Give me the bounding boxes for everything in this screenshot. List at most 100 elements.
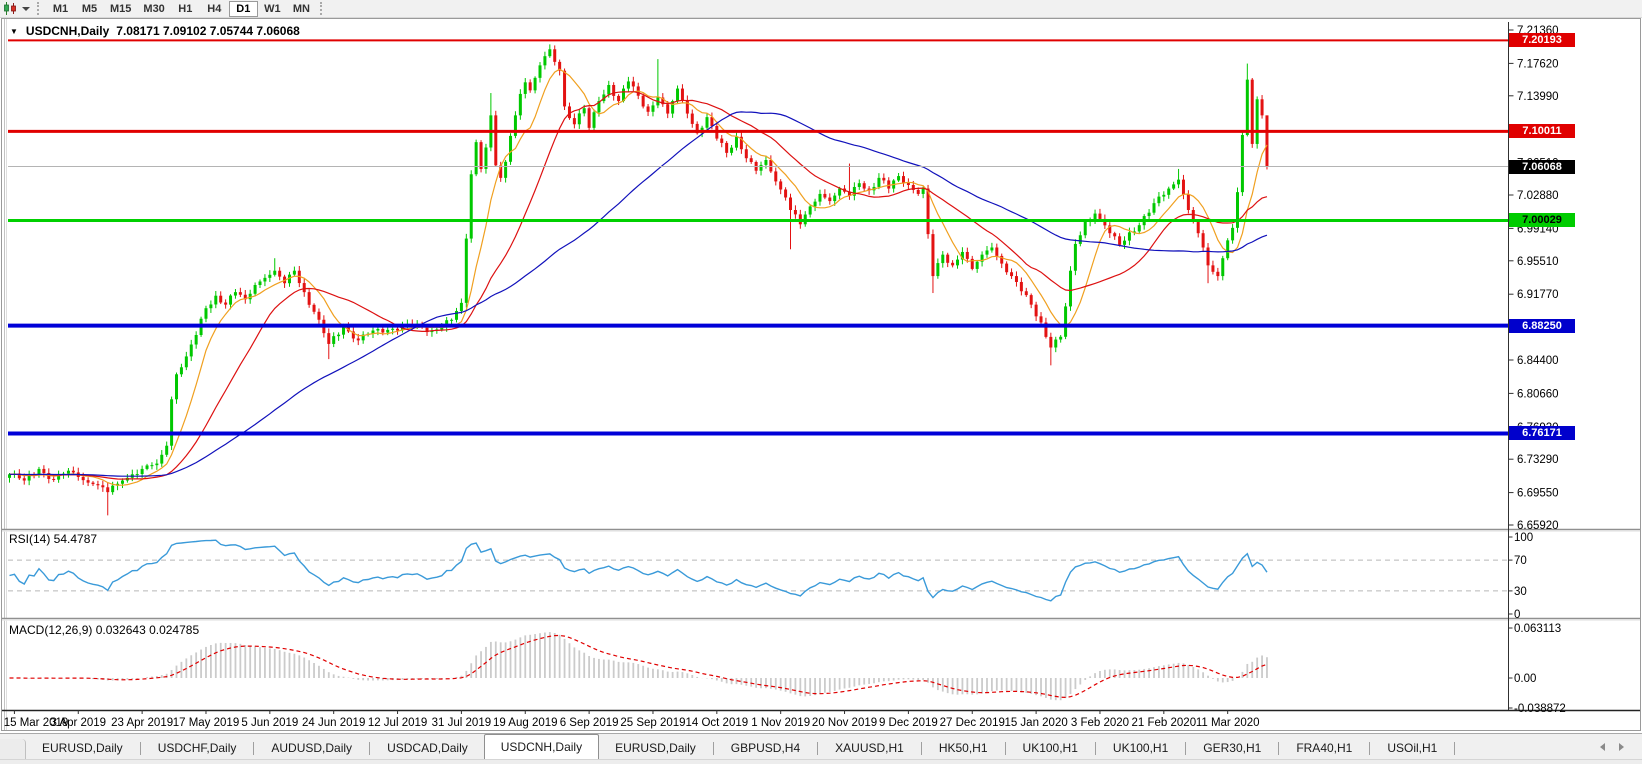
chart-tab-eurusd-daily[interactable]: EURUSD,Daily	[42, 741, 123, 755]
chart-tab-eurusd-daily[interactable]: EURUSD,Daily	[615, 741, 696, 755]
svg-text:11 Mar 2020: 11 Mar 2020	[1196, 717, 1260, 729]
tab-divider	[253, 742, 255, 755]
svg-text:15 Jan 2020: 15 Jan 2020	[1004, 717, 1067, 729]
chart-type-button[interactable]	[0, 1, 33, 17]
tab-divider	[1004, 742, 1006, 755]
tab-divider	[1278, 742, 1280, 755]
horizontal-price-lines	[8, 39, 1509, 436]
svg-text:6.95510: 6.95510	[1517, 256, 1559, 268]
chart-tab-usoil-h1[interactable]: USOil,H1	[1387, 741, 1438, 755]
chart-tab-audusd-daily[interactable]: AUDUSD,Daily	[271, 741, 353, 755]
tab-divider	[817, 742, 819, 755]
svg-text:6 Sep 2019: 6 Sep 2019	[560, 717, 619, 729]
tab-scroll-left-icon[interactable]	[1600, 743, 1605, 751]
timeframe-buttons: M1 M5 M15 M30 H1 H4 D1 W1 MN	[46, 0, 316, 17]
price-badge-6.76171: 6.76171	[1509, 426, 1575, 441]
chart-tab-uk100-h1[interactable]: UK100,H1	[1022, 741, 1078, 755]
tab-divider	[712, 742, 714, 755]
chart-tab-usdcnh-daily[interactable]: USDCNH,Daily	[483, 734, 600, 759]
chart-tabs: EURUSD,Daily USDCHF,Daily AUDUSD,Daily USDC…	[26, 734, 1456, 759]
macd-indicator-label: MACD(12,26,9) 0.032643 0.024785	[9, 623, 200, 637]
moving-average-55	[9, 111, 1268, 477]
tab-divider	[369, 742, 371, 755]
svg-text:31 Jul 2019: 31 Jul 2019	[432, 717, 491, 729]
timeframe-button-m30[interactable]: M30	[143, 2, 165, 15]
svg-text:25 Sep 2019: 25 Sep 2019	[620, 717, 685, 729]
tab-divider	[1094, 742, 1096, 755]
svg-text:20 Nov 2019: 20 Nov 2019	[812, 717, 877, 729]
svg-text:21 Feb 2020: 21 Feb 2020	[1132, 717, 1197, 729]
svg-text:100: 100	[1514, 532, 1533, 544]
moving-average-21	[9, 91, 1268, 480]
svg-text:1 Nov 2019: 1 Nov 2019	[751, 717, 810, 729]
svg-text:0.00: 0.00	[1514, 673, 1536, 685]
svg-text:70: 70	[1514, 555, 1527, 567]
svg-text:12 Jul 2019: 12 Jul 2019	[368, 717, 427, 729]
svg-text:7.17620: 7.17620	[1517, 58, 1559, 70]
macd-signal-line	[9, 634, 1268, 699]
chart-tab-usdchf-daily[interactable]: USDCHF,Daily	[157, 741, 237, 755]
timeframe-button-d1[interactable]: D1	[228, 0, 258, 17]
price-badge-7.00029: 7.00029	[1509, 213, 1575, 228]
chart-tab-hk50-h1[interactable]: HK50,H1	[938, 741, 988, 755]
svg-text:-0.038872: -0.038872	[1514, 703, 1566, 715]
chart-tab-xauusd-h1[interactable]: XAUUSD,H1	[835, 741, 904, 755]
svg-text:6.73290: 6.73290	[1517, 454, 1559, 466]
timeframe-button-m5[interactable]: M5	[81, 2, 98, 15]
timeframe-button-w1[interactable]: W1	[264, 2, 281, 15]
tab-divider	[1185, 742, 1187, 755]
svg-text:15 Mar 2019: 15 Mar 2019	[4, 717, 69, 729]
svg-text:6.91770: 6.91770	[1517, 289, 1559, 301]
svg-text:27 Dec 2019: 27 Dec 2019	[940, 717, 1005, 729]
svg-text:19 Aug 2019: 19 Aug 2019	[493, 717, 558, 729]
price-badge-7.20193: 7.20193	[1509, 33, 1575, 48]
chart-tab-fra40-h1[interactable]: FRA40,H1	[1296, 741, 1353, 755]
chart-type-icon	[3, 1, 19, 16]
svg-text:3 Apr 2019: 3 Apr 2019	[50, 717, 106, 729]
chart-title: ▼ USDCNH,Daily 7.08171 7.09102 7.05744 7…	[10, 24, 300, 38]
chevron-down-icon	[22, 6, 30, 11]
svg-text:5 Jun 2019: 5 Jun 2019	[241, 717, 298, 729]
tab-divider	[1454, 742, 1456, 755]
svg-text:30: 30	[1514, 586, 1527, 598]
svg-text:6.84400: 6.84400	[1517, 355, 1559, 367]
timeframe-toolbar: M1 M5 M15 M30 H1 H4 D1 W1 MN	[0, 0, 1642, 18]
svg-text:23 Apr 2019: 23 Apr 2019	[111, 717, 173, 729]
chart-tab-ger30-h1[interactable]: GER30,H1	[1203, 741, 1262, 755]
price-badge-7.10011: 7.10011	[1509, 124, 1575, 139]
timeframe-button-m1[interactable]: M1	[52, 2, 69, 15]
timeframe-button-mn[interactable]: MN	[292, 2, 310, 15]
tab-divider	[920, 742, 922, 755]
chart-window: 7.213607.176207.139907.102507.065107.028…	[0, 18, 1642, 733]
svg-text:6.80660: 6.80660	[1517, 388, 1559, 400]
rsi-line	[9, 539, 1268, 602]
date-axis[interactable]: 15 Mar 20193 Apr 2019 23 Apr 2019 17 May 2…	[4, 710, 1260, 729]
chart-tab-gbpusd-h4[interactable]: GBPUSD,H4	[730, 741, 801, 755]
toolbar-grip	[37, 2, 42, 15]
svg-text:14 Oct 2019: 14 Oct 2019	[685, 717, 748, 729]
collapse-triangle-icon[interactable]: ▼	[10, 26, 18, 36]
svg-text:6.65920: 6.65920	[1517, 520, 1559, 532]
chart-tab-bar: EURUSD,Daily USDCHF,Daily AUDUSD,Daily USDC…	[0, 733, 1642, 759]
svg-text:3 Feb 2020: 3 Feb 2020	[1071, 717, 1129, 729]
timeframe-button-h4[interactable]: H4	[207, 2, 222, 15]
price-chart-canvas[interactable]: 7.213607.176207.139907.102507.065107.028…	[0, 18, 1642, 733]
tab-stub	[0, 739, 26, 759]
timeframe-button-m15[interactable]: M15	[110, 2, 132, 15]
svg-text:9 Dec 2019: 9 Dec 2019	[879, 717, 938, 729]
svg-text:0: 0	[1514, 609, 1520, 621]
rsi-indicator-label: RSI(14) 54.4787	[9, 532, 98, 546]
timeframe-button-h1[interactable]: H1	[178, 2, 193, 15]
svg-text:7.13990: 7.13990	[1517, 91, 1559, 103]
price-badge-7.06068: 7.06068	[1509, 159, 1575, 174]
chart-tab-usdcad-daily[interactable]: USDCAD,Daily	[387, 741, 468, 755]
svg-text:7.02880: 7.02880	[1517, 190, 1559, 202]
tab-scroll-right-icon[interactable]	[1619, 743, 1624, 751]
toolbar-grip-end	[319, 2, 325, 15]
chart-tab-uk100-h1[interactable]: UK100,H1	[1112, 741, 1169, 755]
svg-text:0.063113: 0.063113	[1514, 623, 1561, 635]
rsi-level-lines	[8, 559, 1509, 592]
tab-divider	[1369, 742, 1371, 755]
svg-text:6.69550: 6.69550	[1517, 488, 1559, 500]
